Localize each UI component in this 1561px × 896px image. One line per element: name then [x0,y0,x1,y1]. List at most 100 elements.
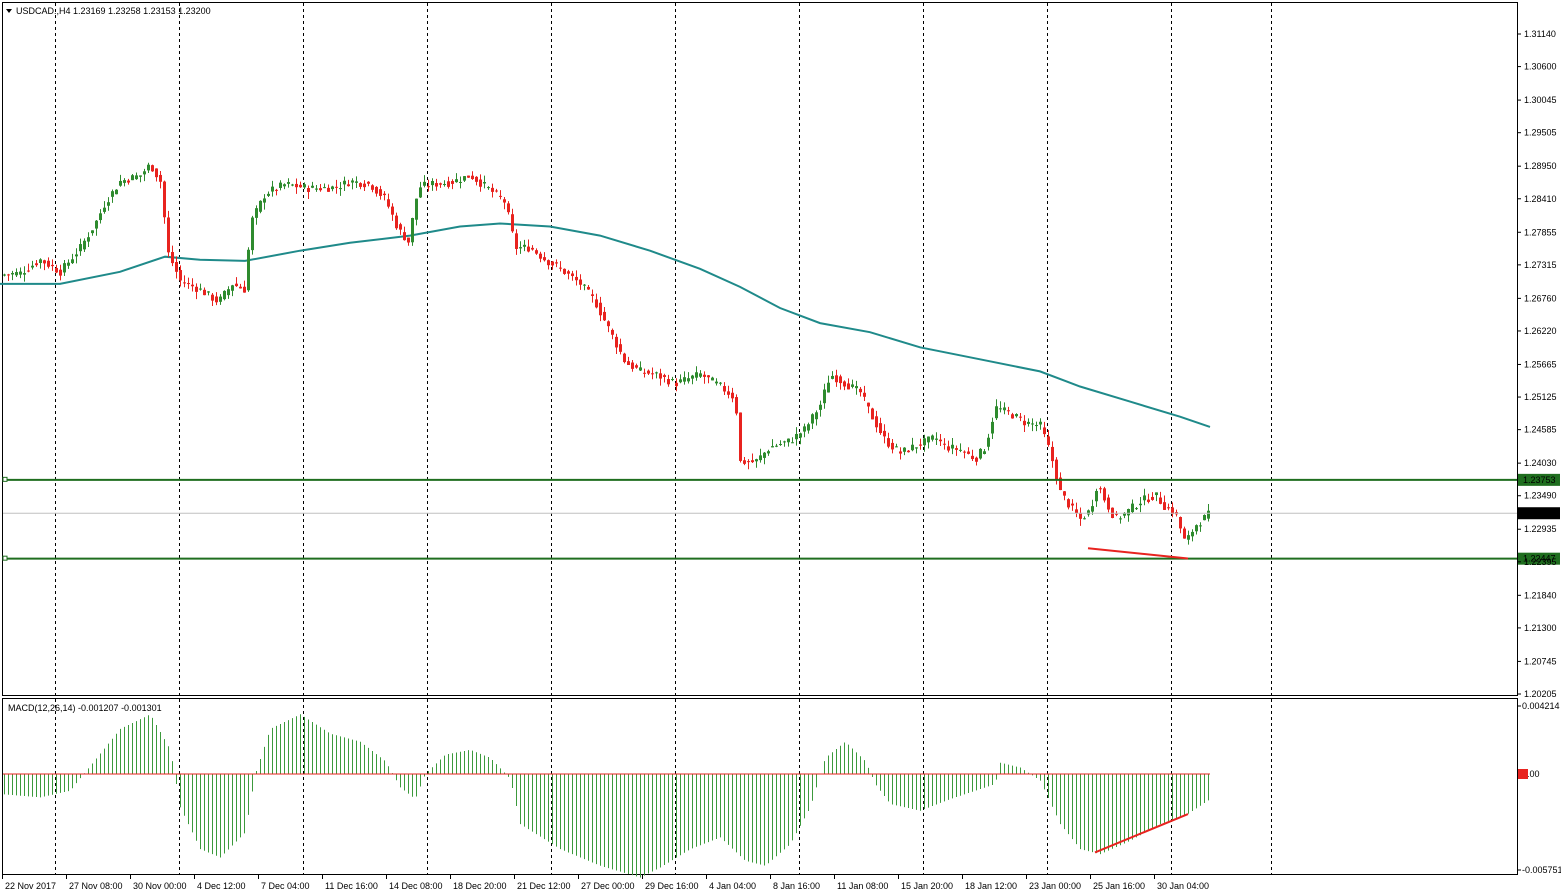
candle-body [659,373,662,379]
candle-body [143,171,146,175]
candle-body [167,217,170,253]
candle-body [1003,407,1006,411]
candle-body [759,455,762,461]
candle-body [627,361,630,366]
price-label: 1.20205 [1524,689,1557,699]
level-price-label: 1.23753 [1523,475,1556,485]
candle-body [639,367,642,371]
candle-body [1035,425,1038,427]
candle-body [1163,502,1166,510]
candle-body [95,220,98,229]
candle-body [271,186,274,192]
candle-body [327,187,330,192]
candle-body [371,185,374,190]
candle-body [879,423,882,434]
candle-body [395,215,398,229]
candle-body [279,182,282,188]
candle-body [319,188,322,191]
candle-body [187,283,190,285]
candle-body [1059,477,1062,491]
candle-body [995,406,998,419]
time-label: 22 Nov 2017 [5,881,56,891]
candle-body [363,183,366,188]
candle-body [523,244,526,247]
candle-body [675,382,678,387]
time-label: 11 Jan 08:00 [837,881,888,891]
price-panel-frame [2,2,1518,696]
candle-body [579,279,582,285]
candle-body [559,267,562,269]
candle-body [647,370,650,374]
candle-body [763,452,766,458]
candle-body [1135,508,1138,510]
candle-body [787,438,790,443]
candle-body [779,444,782,446]
candle-body [215,296,218,303]
candle-body [811,414,814,424]
candle-body [971,455,974,460]
candle-body [1123,512,1126,516]
candle-body [743,460,746,464]
candle-body [407,237,410,243]
candle-body [211,294,214,301]
candle-body [747,461,750,463]
time-label: 30 Nov 00:00 [133,881,187,891]
candle-body [507,203,510,213]
candle-body [1127,508,1130,516]
price-label: 1.31140 [1524,29,1556,39]
candle-body [679,379,682,383]
candle-body [931,435,934,440]
price-label: 1.23490 [1524,491,1557,501]
candle-body [979,448,982,459]
candle-body [127,180,130,183]
candle-body [907,450,910,453]
candle-body [943,443,946,445]
candle-body [1115,513,1118,515]
candle-body [967,451,970,454]
time-label: 18 Jan 12:00 [965,881,1017,891]
level-price-box [1518,552,1560,565]
candle-body [207,291,210,293]
candle-body [923,438,926,446]
candle-body [683,377,686,382]
candle-body [1183,528,1186,539]
candle-body [331,186,334,190]
candle-body [335,186,338,188]
candle-body [819,404,822,410]
candle-body [927,436,930,443]
macd-label: 0.004214 [1522,701,1560,711]
candle-body [443,184,446,186]
candle-body [667,379,670,385]
candle-body [835,375,838,383]
candle-body [47,260,50,267]
candle-body [567,271,570,274]
time-label: 4 Jan 04:00 [709,881,756,891]
candle-body [1187,535,1190,540]
candle-body [387,199,390,207]
candle-body [583,284,586,286]
candle-body [135,175,138,180]
candle-body [1143,495,1146,501]
candle-body [1019,416,1022,418]
candle-body [439,183,442,185]
candle-body [351,180,354,183]
candle-body [103,207,106,212]
time-axis: 22 Nov 2017 27 Nov 08:00 30 Nov 00:00 4 Dec… [2,875,1209,891]
level-handle [2,555,8,561]
candle-body [1043,427,1046,435]
candle-body [1063,491,1066,496]
price-label: 1.20745 [1524,656,1557,666]
dropdown-triangle-icon[interactable] [6,9,12,13]
price-label: 1.22395 [1524,557,1557,567]
candle-body [495,190,498,192]
candle-body [895,446,898,448]
candle-body [839,376,842,384]
candle-body [891,442,894,450]
candle-body [991,421,994,434]
moving-average-line [0,222,1211,428]
candle-body [231,285,234,291]
candle-body [755,459,758,462]
candle-body [799,433,802,438]
candle-body [175,262,178,272]
